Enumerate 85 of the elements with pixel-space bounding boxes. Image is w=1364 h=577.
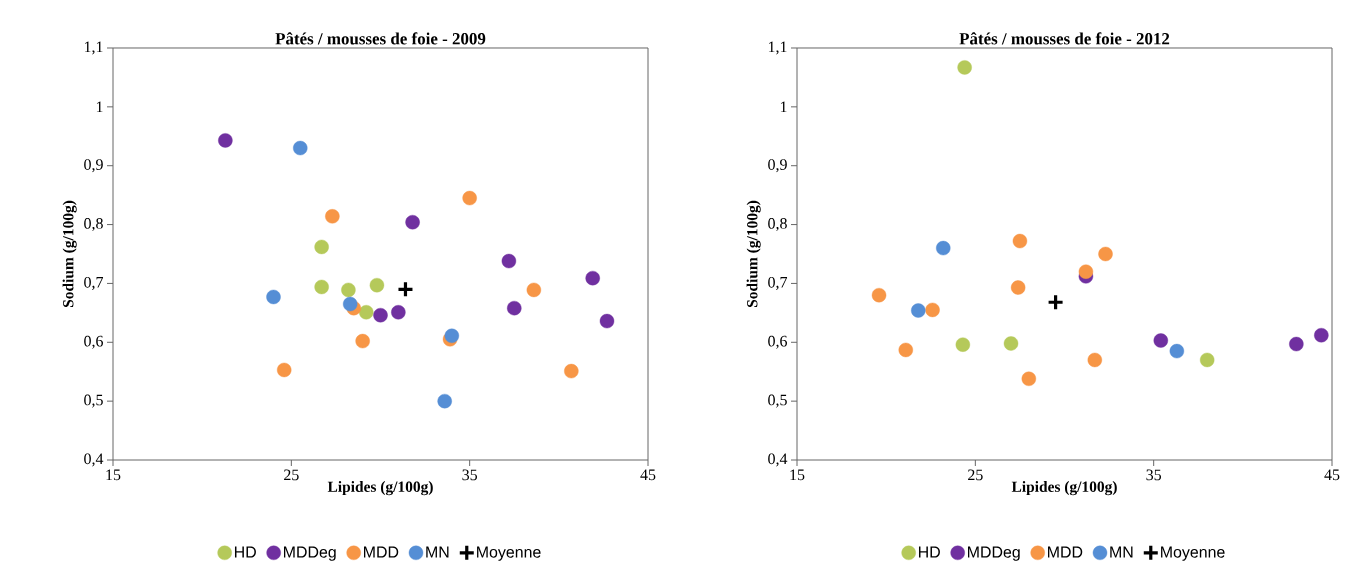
point bbox=[314, 279, 329, 295]
point bbox=[218, 133, 233, 148]
point bbox=[1021, 371, 1037, 386]
y-tick-label: 0,7 bbox=[768, 276, 788, 290]
point bbox=[501, 253, 517, 269]
y-tick-label: 0,9 bbox=[84, 159, 103, 173]
legend-label: MDDeg bbox=[968, 546, 1020, 561]
chart-title: Pâtés / mousses de foie - 2009 bbox=[275, 32, 486, 45]
point bbox=[369, 277, 385, 293]
point bbox=[266, 289, 281, 305]
x-axis-title: Lipides (g/100g) bbox=[1011, 481, 1117, 496]
y-tick-label: 1 bbox=[96, 101, 103, 113]
y-tick-label: 0,4 bbox=[768, 453, 788, 467]
x-tick-label: 45 bbox=[640, 469, 656, 481]
point bbox=[1046, 293, 1065, 311]
point bbox=[437, 393, 452, 409]
point bbox=[564, 363, 579, 379]
point bbox=[462, 190, 477, 206]
x-tick-label: 25 bbox=[284, 469, 299, 481]
legend-label: MDD bbox=[364, 546, 399, 558]
y-tick-label: 1 bbox=[780, 101, 787, 113]
x-tick-label: 15 bbox=[106, 469, 121, 481]
point bbox=[599, 313, 615, 329]
point bbox=[355, 333, 370, 349]
point bbox=[405, 215, 420, 230]
y-tick-label: 1,1 bbox=[84, 41, 103, 55]
chart-title: Pâtés / mousses de foie - 2012 bbox=[959, 32, 1170, 45]
point bbox=[507, 300, 522, 316]
x-axis-title: Lipides (g/100g) bbox=[327, 481, 433, 496]
point bbox=[373, 308, 388, 323]
point bbox=[936, 240, 951, 256]
x-tick-label: 35 bbox=[1146, 469, 1162, 481]
y-tick-label: 0,5 bbox=[768, 394, 787, 408]
y-tick-label: 0,9 bbox=[768, 159, 787, 173]
y-tick-label: 0,6 bbox=[768, 335, 788, 349]
point bbox=[1078, 264, 1094, 279]
y-tick-label: 0,6 bbox=[84, 335, 104, 349]
x-tick-label: 45 bbox=[1324, 469, 1340, 481]
legend-label: Moyenne bbox=[1161, 546, 1225, 561]
point bbox=[391, 305, 406, 320]
point bbox=[1087, 352, 1103, 368]
y-axis-title: Sodium (g/100g) bbox=[746, 200, 761, 308]
legend-label: Moyenne bbox=[477, 546, 541, 561]
y-tick-label: 1,1 bbox=[768, 41, 787, 55]
point bbox=[1153, 333, 1169, 348]
y-tick-label: 0,7 bbox=[84, 276, 104, 290]
point bbox=[396, 280, 415, 298]
legend-label: HD bbox=[918, 546, 940, 558]
point bbox=[871, 288, 887, 303]
legend-label: MDDeg bbox=[283, 546, 336, 561]
point bbox=[925, 302, 940, 318]
legend-label: MDD bbox=[1048, 546, 1083, 558]
point bbox=[314, 239, 329, 255]
point bbox=[1289, 336, 1304, 352]
point bbox=[1003, 336, 1019, 351]
point bbox=[526, 282, 542, 298]
legend-label: MN bbox=[1110, 546, 1133, 558]
x-tick-label: 15 bbox=[790, 469, 805, 481]
point bbox=[1169, 343, 1185, 359]
y-tick-label: 0,5 bbox=[84, 394, 103, 408]
point bbox=[325, 209, 340, 224]
point bbox=[293, 140, 308, 156]
legend-label: HD bbox=[234, 546, 256, 558]
point bbox=[957, 60, 972, 75]
point bbox=[341, 282, 356, 298]
point bbox=[1010, 280, 1026, 295]
point bbox=[342, 296, 358, 312]
point bbox=[955, 337, 971, 352]
legend-label: MN bbox=[426, 546, 449, 558]
point bbox=[585, 270, 600, 286]
x-tick-label: 25 bbox=[968, 469, 983, 481]
point bbox=[1199, 352, 1215, 368]
point bbox=[1098, 246, 1113, 262]
point bbox=[1012, 233, 1028, 249]
point bbox=[444, 328, 460, 344]
x-tick-label: 35 bbox=[462, 469, 478, 481]
y-tick-label: 0,8 bbox=[84, 218, 103, 232]
y-tick-label: 0,4 bbox=[84, 453, 104, 467]
y-axis-title: Sodium (g/100g) bbox=[62, 200, 77, 308]
point bbox=[359, 305, 374, 320]
point bbox=[277, 362, 292, 378]
y-tick-label: 0,8 bbox=[768, 218, 787, 232]
point bbox=[911, 303, 926, 318]
point bbox=[898, 342, 913, 358]
point bbox=[1314, 328, 1329, 343]
